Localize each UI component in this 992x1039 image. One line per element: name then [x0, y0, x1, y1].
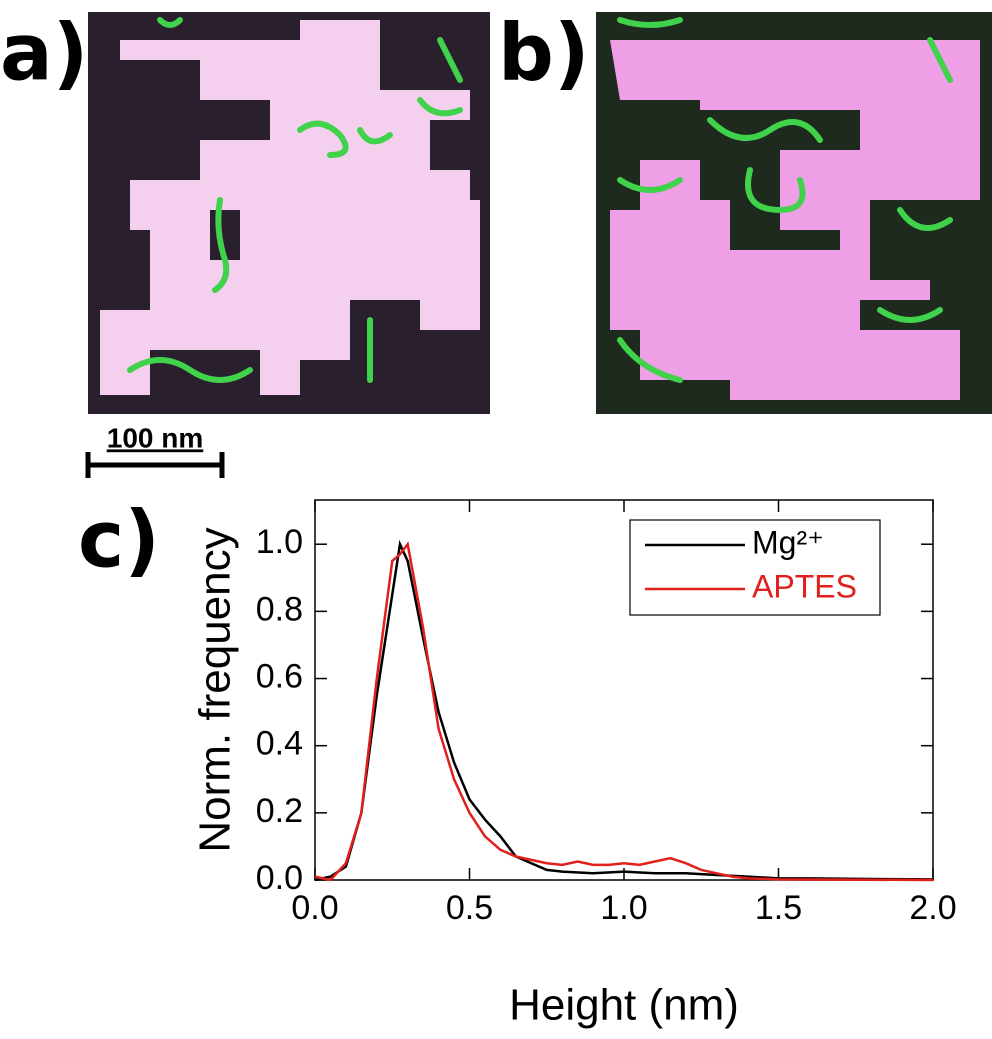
y-tick-label: 0.4 [256, 725, 303, 763]
x-tick-label: 1.5 [755, 889, 802, 927]
afm-image-b [596, 12, 992, 414]
x-tick-label: 0.5 [446, 889, 493, 927]
y-tick-label: 1.0 [256, 523, 303, 561]
x-tick-label: 2.0 [909, 889, 956, 927]
y-tick-label: 0.8 [256, 590, 303, 628]
panel-label: a) [0, 8, 88, 98]
x-axis-label: Height (nm) [509, 981, 739, 1030]
legend [629, 519, 881, 616]
data-line [314, 541, 934, 882]
y-tick-label: 0.0 [256, 859, 303, 897]
panel-label: c) [78, 495, 160, 585]
afm-image-a [88, 12, 490, 414]
y-axis-label: Norm. frequency [191, 527, 240, 852]
legend-label: Mg²⁺ [752, 524, 824, 560]
y-tick-label: 0.2 [256, 792, 303, 830]
scale-bar [85, 452, 225, 478]
y-tick-label: 0.6 [256, 658, 303, 696]
x-tick-label: 1.0 [600, 889, 647, 927]
scale-bar-label: 100 nm [107, 422, 204, 453]
x-tick-label: 0.0 [291, 889, 338, 927]
panel-label: b) [498, 8, 589, 98]
legend-label: APTES [752, 568, 857, 604]
